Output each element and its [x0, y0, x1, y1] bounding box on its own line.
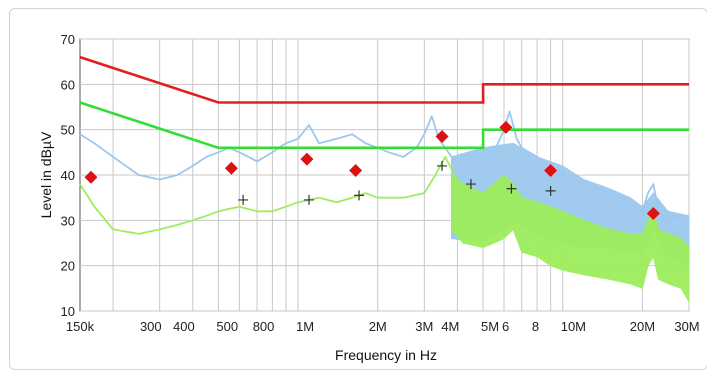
y-tick-label: 10: [61, 304, 75, 319]
avg-marker: [238, 194, 249, 205]
avg-marker: [437, 160, 448, 171]
x-tick-label: 1M: [296, 319, 314, 334]
peak-marker: [224, 161, 238, 175]
x-tick-label: 6: [502, 319, 509, 334]
x-tick-label: 4M: [441, 319, 459, 334]
peak-marker: [84, 170, 98, 184]
peak-marker: [646, 207, 660, 221]
limit-line: [79, 55, 689, 104]
x-tick-label: 3M: [415, 319, 433, 334]
avg-marker: [506, 183, 517, 194]
measurement-trace: [79, 156, 464, 235]
peak-marker: [544, 163, 558, 177]
noise-band: [451, 173, 690, 304]
avg-marker: [354, 190, 365, 201]
peak-marker: [499, 120, 513, 134]
x-axis: 150k 300 400 500 800 1M 2M 3M 4M 5M 6 8 10M 20M 30M: [66, 319, 700, 334]
y-tick-label: 50: [61, 123, 75, 138]
x-tick-label: 400: [173, 319, 195, 334]
peak-marker: [300, 152, 314, 166]
peak-marker: [349, 163, 363, 177]
x-tick-label: 20M: [630, 319, 655, 334]
series-group: [79, 55, 690, 304]
x-tick-label: 5M: [481, 319, 499, 334]
x-tick-label: 8: [532, 319, 539, 334]
avg-marker: [545, 185, 556, 196]
y-axis-title: Level in dBµV: [38, 131, 54, 218]
avg-marker: [465, 179, 476, 190]
y-tick-label: 70: [61, 32, 75, 47]
y-tick-label: 60: [61, 77, 75, 92]
x-tick-label: 2M: [369, 319, 387, 334]
y-tick-label: 40: [61, 168, 75, 183]
x-tick-label: 150k: [66, 319, 95, 334]
x-tick-label: 500: [216, 319, 238, 334]
avg-marker: [304, 194, 315, 205]
x-tick-label: 10M: [561, 319, 586, 334]
marker-group: [84, 120, 660, 221]
measurement-trace: [79, 110, 690, 230]
limit-line: [79, 101, 689, 150]
x-tick-label: 300: [140, 319, 162, 334]
y-tick-label: 30: [61, 213, 75, 228]
x-axis-title: Frequency in Hz: [335, 347, 437, 363]
x-tick-label: 800: [253, 319, 275, 334]
peak-marker: [435, 129, 449, 143]
x-tick-label: 30M: [674, 319, 699, 334]
y-axis: 10 20 30 40 50 60 70: [61, 32, 75, 319]
y-tick-label: 20: [61, 259, 75, 274]
